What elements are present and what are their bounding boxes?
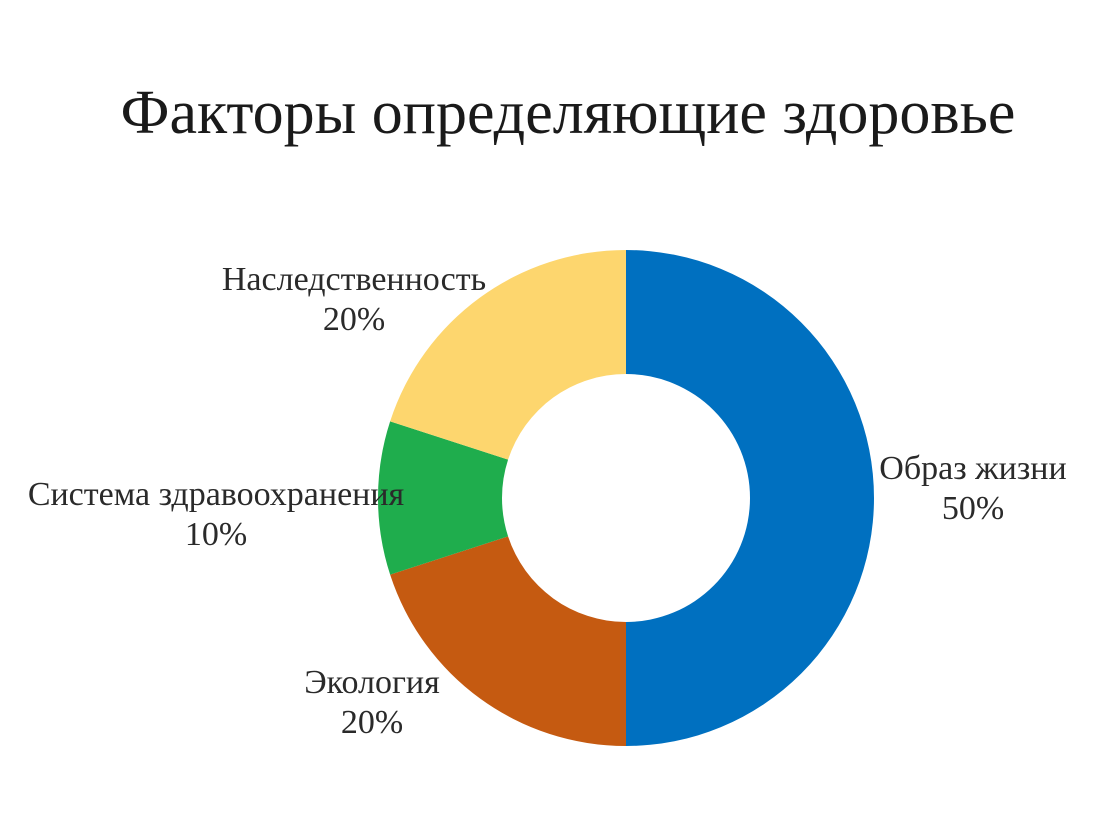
slice-label: Экология xyxy=(304,664,440,701)
slice-value-label: 20% xyxy=(341,704,403,741)
donut-slice xyxy=(378,421,509,575)
donut-slice xyxy=(390,250,626,460)
slice-label: Образ жизни xyxy=(879,450,1066,487)
donut-slice xyxy=(390,536,626,746)
chart-title: Факторы определяющие здоровье xyxy=(121,79,1016,147)
slices-layer xyxy=(378,250,874,746)
slice-value-label: 20% xyxy=(323,301,385,338)
slice-label: Система здравоохранения xyxy=(28,476,405,513)
slice-value-label: 50% xyxy=(942,490,1004,527)
donut-slice xyxy=(626,250,874,746)
slice-value-label: 10% xyxy=(185,516,247,553)
slice-label: Наследственность xyxy=(222,261,486,298)
